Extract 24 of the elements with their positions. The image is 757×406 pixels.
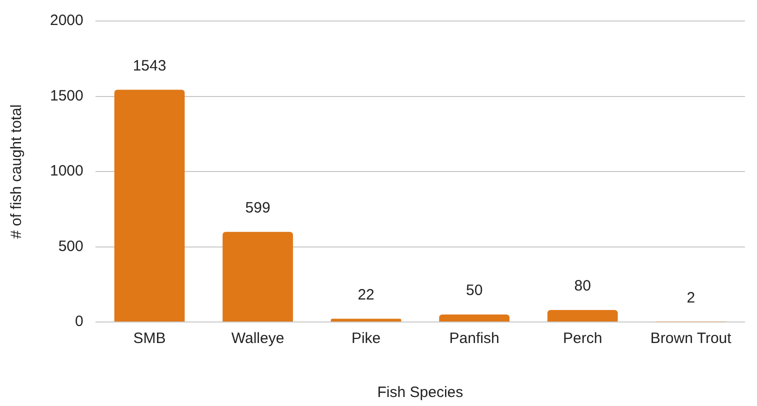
data-label: 22 — [358, 286, 374, 304]
y-tick-label: 500 — [58, 238, 84, 255]
x-tick-label: Perch — [563, 330, 602, 348]
bar — [330, 318, 402, 322]
data-label: 599 — [245, 199, 270, 216]
x-tick-label: Brown Trout — [650, 330, 732, 348]
y-tick-label: 2000 — [50, 12, 84, 30]
data-label: 80 — [574, 278, 591, 295]
y-tick-label: 0 — [75, 313, 84, 330]
data-label: 50 — [466, 282, 483, 300]
x-tick-label: SMB — [133, 330, 166, 348]
y-tick-label: 1000 — [50, 162, 84, 180]
x-axis-title: Fish Species — [377, 384, 464, 402]
data-label: 1543 — [132, 57, 166, 74]
data-label: 2 — [686, 289, 696, 306]
x-tick-label: Pike — [351, 330, 381, 348]
x-tick-label: Walleye — [231, 330, 284, 348]
y-axis-title: # of fish caught total — [8, 104, 26, 239]
y-tick-label: 1500 — [50, 87, 84, 104]
bar — [114, 90, 185, 322]
bar — [439, 314, 510, 322]
bar — [222, 232, 293, 322]
x-tick-label: Panfish — [449, 330, 500, 348]
bar — [547, 310, 618, 322]
